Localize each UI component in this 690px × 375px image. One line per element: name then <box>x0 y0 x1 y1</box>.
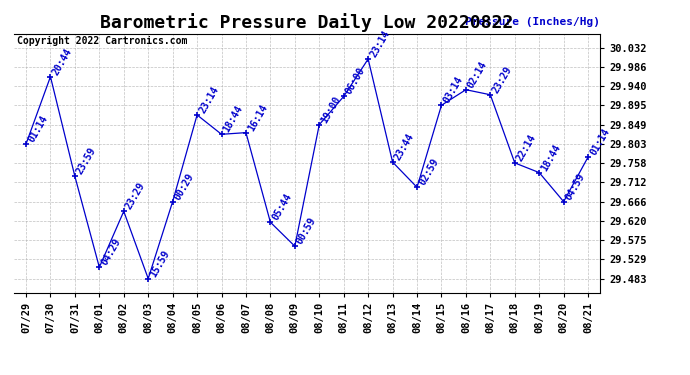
Text: 02:14: 02:14 <box>466 59 489 90</box>
Text: 01:14: 01:14 <box>26 114 50 144</box>
Text: 00:59: 00:59 <box>295 216 318 246</box>
Text: 00:29: 00:29 <box>172 171 196 202</box>
Text: 22:14: 22:14 <box>515 132 538 163</box>
Text: 04:59: 04:59 <box>564 171 587 202</box>
Text: 23:29: 23:29 <box>491 64 513 95</box>
Text: 23:29: 23:29 <box>124 181 147 211</box>
Text: 20:44: 20:44 <box>50 46 74 76</box>
Text: 06:00: 06:00 <box>344 66 367 96</box>
Text: 05:44: 05:44 <box>270 192 294 222</box>
Text: 23:44: 23:44 <box>393 132 416 162</box>
Text: 01:14: 01:14 <box>588 127 611 157</box>
Text: 16:14: 16:14 <box>246 102 269 133</box>
Text: 03:14: 03:14 <box>442 75 465 105</box>
Text: Copyright 2022 Cartronics.com: Copyright 2022 Cartronics.com <box>17 36 187 46</box>
Text: 02:59: 02:59 <box>417 157 440 188</box>
Text: Pressure (Inches/Hg): Pressure (Inches/Hg) <box>465 17 600 27</box>
Text: 23:59: 23:59 <box>75 146 98 176</box>
Text: 15:59: 15:59 <box>148 248 172 279</box>
Text: 23:14: 23:14 <box>368 28 391 59</box>
Text: 04:29: 04:29 <box>99 237 123 267</box>
Text: 19:00: 19:00 <box>319 94 343 124</box>
Text: 18:44: 18:44 <box>539 142 562 172</box>
Text: 18:44: 18:44 <box>221 104 245 134</box>
Text: 23:14: 23:14 <box>197 84 220 115</box>
Title: Barometric Pressure Daily Low 20220822: Barometric Pressure Daily Low 20220822 <box>101 13 513 32</box>
